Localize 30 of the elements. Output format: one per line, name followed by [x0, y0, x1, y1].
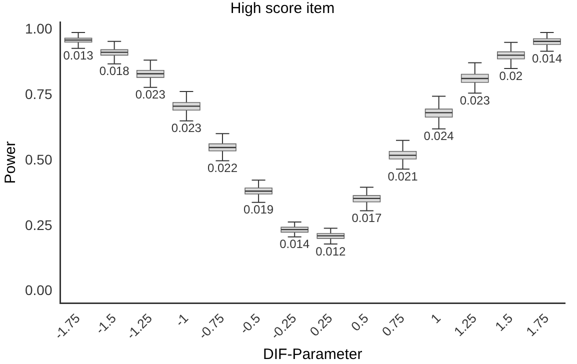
x-tick-label: -0.5 [236, 310, 264, 338]
text: 0.017 [352, 211, 382, 226]
text: 0.022 [207, 161, 238, 176]
text: 0.023 [171, 121, 202, 136]
text: 0.023 [460, 93, 490, 108]
y-axis-title: Power [2, 141, 20, 184]
text: 0.021 [388, 169, 418, 184]
x-tick-label: 0.5 [348, 310, 372, 334]
y-tick-label: 0.00 [25, 282, 52, 298]
x-tick-label: 1 [428, 310, 444, 326]
chart-title: High score item [230, 0, 335, 18]
x-tick-label: -1 [172, 310, 192, 330]
y-tick-label: 0.25 [25, 216, 52, 233]
text: 0.014 [532, 52, 562, 66]
text: 0.012 [316, 244, 346, 258]
x-tick-label: 1.5 [492, 310, 516, 334]
text: 0.019 [244, 202, 274, 217]
text: 0.014 [280, 237, 310, 252]
x-tick-label: 0.75 [378, 310, 408, 340]
text: 0.013 [63, 48, 94, 63]
x-tick-label: -1.5 [92, 310, 119, 338]
y-tick-label: 0.75 [25, 86, 52, 102]
y-tick-label: 0.50 [25, 151, 52, 168]
x-axis-title: DIF-Parameter [263, 346, 362, 364]
text: 0.024 [424, 129, 454, 144]
text: 0.018 [99, 64, 130, 78]
text: 0.02 [499, 68, 523, 83]
x-tick-label: 0.25 [306, 310, 336, 340]
text: 0.023 [135, 88, 166, 102]
y-tick-label: 1.00 [25, 20, 52, 37]
